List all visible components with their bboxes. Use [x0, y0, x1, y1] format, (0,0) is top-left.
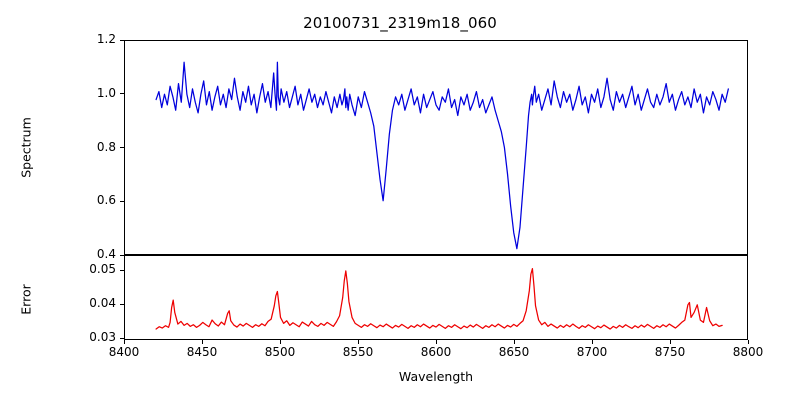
x-tick-label: 8750: [654, 345, 686, 359]
x-tick-label: 8600: [420, 345, 452, 359]
y-tick-mark-error: [120, 269, 124, 271]
y-tick-mark-spectrum: [120, 93, 124, 95]
spectrum-plot-panel: [124, 40, 748, 255]
x-tick-mark: [201, 340, 203, 344]
spectrum-axis-label: Spectrum: [18, 117, 34, 178]
y-tick-mark-error: [120, 337, 124, 339]
error-line-series: [125, 256, 747, 339]
y-tick-label-error: 0.04: [89, 296, 116, 311]
x-tick-label: 8700: [576, 345, 608, 359]
x-tick-mark: [591, 340, 593, 344]
y-tick-mark-error: [120, 303, 124, 305]
x-tick-mark: [279, 340, 281, 344]
y-tick-label-spectrum: 0.6: [96, 193, 116, 208]
x-tick-mark: [747, 340, 749, 344]
x-tick-label: 8650: [498, 345, 530, 359]
y-tick-label-spectrum: 0.4: [96, 247, 116, 261]
x-tick-mark: [357, 340, 359, 344]
y-tick-mark-spectrum: [120, 39, 124, 41]
error-trace: [156, 269, 722, 329]
error-axis-label: Error: [18, 284, 34, 315]
y-tick-label-error: 0.03: [89, 330, 116, 345]
x-tick-label: 8800: [732, 345, 764, 359]
x-tick-label: 8400: [108, 345, 140, 359]
error-plot-panel: [124, 255, 748, 340]
x-tick-label: 8550: [342, 345, 374, 359]
y-tick-label-error: 0.05: [89, 262, 116, 277]
y-tick-mark-spectrum: [120, 147, 124, 148]
x-tick-label: 8450: [186, 345, 218, 359]
x-tick-mark: [435, 340, 437, 344]
x-tick-mark: [669, 340, 671, 344]
x-axis-label: Wavelength: [398, 369, 474, 384]
x-tick-label: 8500: [264, 345, 296, 359]
y-tick-mark-spectrum: [120, 254, 124, 256]
x-tick-mark: [513, 340, 515, 344]
x-tick-mark: [123, 340, 125, 344]
spectrum-trace: [156, 62, 728, 248]
y-tick-mark-spectrum: [120, 200, 124, 202]
y-tick-label-spectrum: 1.0: [96, 85, 116, 100]
spectrum-line-series: [125, 41, 747, 254]
y-tick-label-spectrum: 1.2: [96, 32, 116, 46]
page-title: 20100731_2319m18_060: [303, 14, 497, 32]
y-tick-label-spectrum: 0.8: [96, 139, 116, 154]
